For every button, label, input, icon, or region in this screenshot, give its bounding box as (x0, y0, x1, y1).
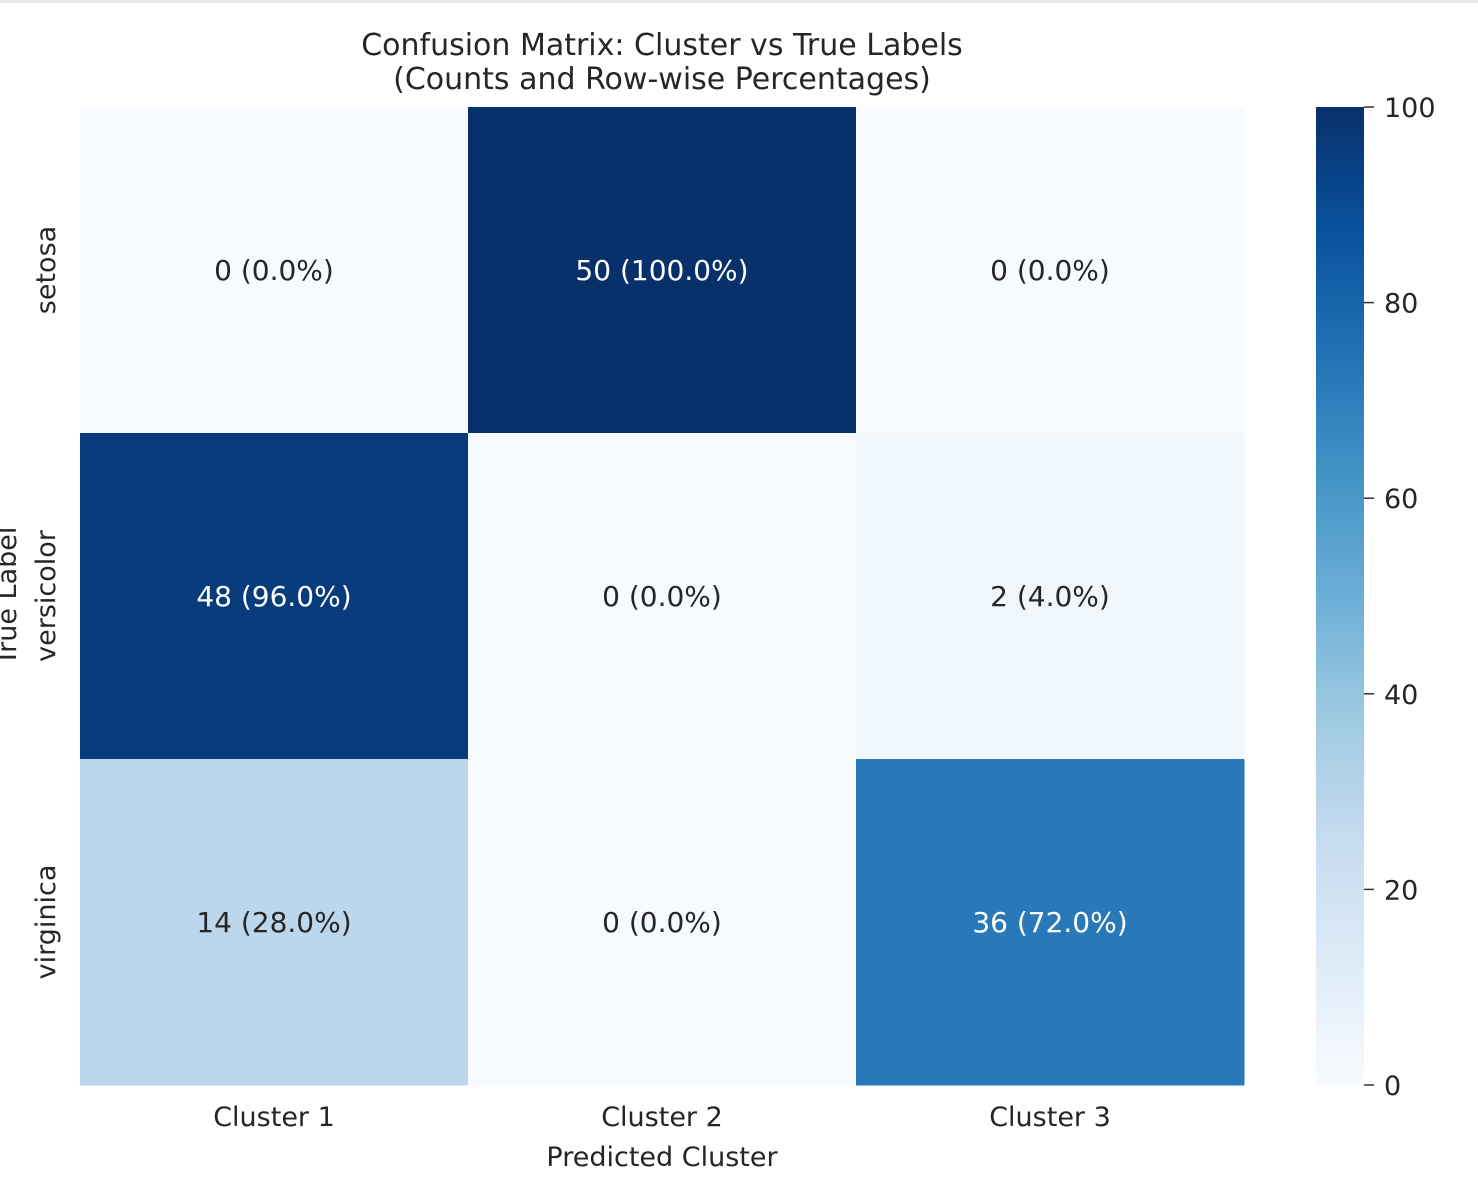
y-tick-label: virginica (31, 865, 62, 980)
colorbar-tick-label: 100 (1384, 93, 1436, 124)
top-border (0, 0, 1478, 3)
cell-label: 14 (28.0%) (196, 906, 351, 939)
chart-subtitle: (Counts and Row-wise Percentages) (393, 62, 931, 97)
colorbar-tick-label: 80 (1384, 289, 1418, 320)
cell-label: 2 (4.0%) (990, 580, 1110, 613)
y-tick-label: setosa (31, 226, 62, 314)
heatmap-cell (468, 759, 857, 1086)
x-tick-labels: Cluster 1 Cluster 2 Cluster 3 (213, 1102, 1111, 1133)
cell-label: 0 (0.0%) (990, 254, 1110, 287)
y-tick-label: versicolor (31, 529, 62, 662)
heatmap-cell (468, 107, 857, 434)
cell-label: 36 (72.0%) (972, 906, 1127, 939)
heatmap-annotations: 0 (0.0%) 50 (100.0%) 0 (0.0%) 48 (96.0%) 0 (… (196, 254, 1127, 939)
heatmap-cells (80, 107, 1245, 1086)
x-tick-label: Cluster 1 (213, 1102, 335, 1133)
heatmap-cell (856, 433, 1245, 760)
colorbar-tick-label: 60 (1384, 484, 1418, 515)
cell-label: 0 (0.0%) (602, 580, 722, 613)
x-tick-label: Cluster 3 (989, 1102, 1111, 1133)
heatmap-cell (856, 107, 1245, 434)
cell-label: 0 (0.0%) (602, 906, 722, 939)
colorbar-tick-label: 20 (1384, 875, 1418, 906)
heatmap-cell (468, 433, 857, 760)
colorbar-ticks: 0 20 40 60 80 100 (1364, 93, 1436, 1102)
heatmap-cell (856, 759, 1245, 1086)
colorbar-tick-label: 40 (1384, 680, 1418, 711)
x-tick-label: Cluster 2 (601, 1102, 723, 1133)
cell-label: 0 (0.0%) (214, 254, 334, 287)
heatmap-cell (80, 107, 469, 434)
heatmap-cell (80, 759, 469, 1086)
chart-title: Confusion Matrix: Cluster vs True Labels (361, 28, 963, 63)
y-axis-label: True Label (0, 527, 23, 667)
colorbar (1316, 107, 1364, 1085)
cell-label: 48 (96.0%) (196, 580, 351, 613)
x-axis-label: Predicted Cluster (546, 1142, 778, 1173)
colorbar-tick-label: 0 (1384, 1071, 1401, 1102)
heatmap-cell (80, 433, 469, 760)
cell-label: 50 (100.0%) (575, 254, 748, 287)
y-tick-labels: setosa versicolor virginica (31, 226, 62, 980)
